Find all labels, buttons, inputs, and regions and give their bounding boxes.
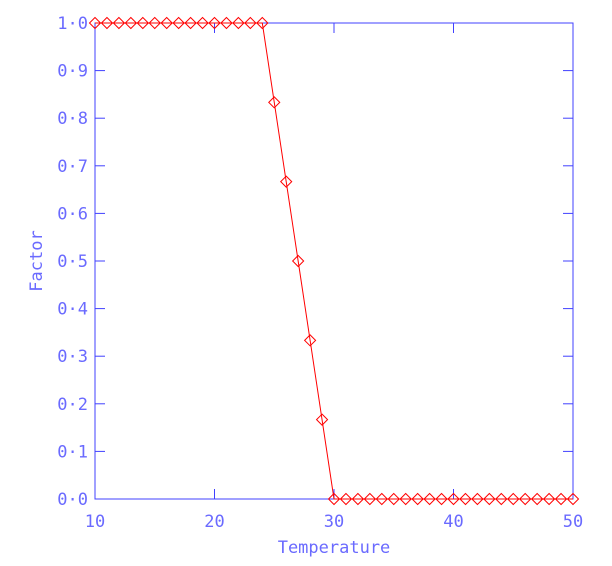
series-line xyxy=(95,22,573,500)
y-tick-label: 0·5 xyxy=(57,252,88,272)
y-tick-label: 0·7 xyxy=(57,157,88,177)
data-point-marker xyxy=(232,16,245,30)
data-series xyxy=(88,16,580,506)
data-point-marker xyxy=(375,492,389,506)
data-point-marker xyxy=(315,413,329,426)
data-point-marker xyxy=(495,492,508,506)
data-point-marker xyxy=(435,492,448,506)
data-point-marker xyxy=(447,492,460,506)
data-point-marker xyxy=(160,16,173,30)
data-point-marker xyxy=(112,16,126,30)
data-point-marker xyxy=(268,96,281,109)
x-tick-label: 10 xyxy=(85,512,105,532)
y-tick-label: 0·2 xyxy=(57,395,88,415)
data-point-marker xyxy=(542,492,556,506)
data-point-marker xyxy=(124,16,138,30)
data-point-marker xyxy=(530,492,544,506)
data-point-marker xyxy=(196,16,209,30)
y-tick-label: 1·0 xyxy=(57,14,88,34)
data-point-marker xyxy=(351,492,365,506)
data-point-marker xyxy=(459,492,472,506)
data-point-marker xyxy=(554,492,568,506)
data-point-marker xyxy=(136,16,150,30)
y-tick-label: 0·1 xyxy=(57,442,88,462)
data-point-marker xyxy=(220,16,233,30)
y-tick-label: 0·0 xyxy=(57,490,88,510)
data-point-marker xyxy=(387,492,400,506)
data-point-marker xyxy=(518,492,532,506)
data-point-marker xyxy=(208,16,221,30)
x-axis: 10 20 30 40 50 xyxy=(85,23,583,532)
x-axis-label: Temperature xyxy=(278,538,391,558)
data-point-marker xyxy=(423,492,436,506)
data-point-marker xyxy=(471,492,484,506)
x-tick-label: 30 xyxy=(324,512,344,532)
x-tick-label: 50 xyxy=(563,512,583,532)
y-tick-label: 0·9 xyxy=(57,62,88,82)
y-axis: 0·0 0·1 0·2 0·3 0·4 0·5 0·6 0·7 0·8 0·9 1·0 xyxy=(57,14,573,510)
data-point-marker xyxy=(184,16,197,30)
data-point-marker xyxy=(172,16,185,30)
data-point-marker xyxy=(483,492,496,506)
data-point-marker xyxy=(244,16,257,30)
x-tick-label: 20 xyxy=(204,512,224,532)
data-point-marker xyxy=(507,492,520,506)
data-point-marker xyxy=(399,492,412,506)
data-point-marker xyxy=(363,492,377,506)
data-point-marker xyxy=(291,254,305,268)
data-point-marker xyxy=(411,492,424,506)
data-point-marker xyxy=(279,175,293,188)
data-point-marker xyxy=(88,16,102,30)
plot-frame xyxy=(94,22,574,500)
y-tick-label: 0·8 xyxy=(57,109,88,129)
y-tick-label: 0·6 xyxy=(57,204,88,224)
y-axis-label: Factor xyxy=(27,230,47,291)
data-point-marker xyxy=(339,492,353,506)
data-point-marker xyxy=(100,16,114,30)
data-point-marker xyxy=(148,16,161,30)
data-point-marker xyxy=(566,492,580,506)
data-point-marker xyxy=(256,16,269,30)
data-point-marker xyxy=(327,492,341,506)
x-tick-label: 40 xyxy=(443,512,463,532)
y-tick-label: 0·4 xyxy=(57,300,88,320)
data-point-marker xyxy=(303,334,317,347)
y-tick-label: 0·3 xyxy=(57,347,88,367)
